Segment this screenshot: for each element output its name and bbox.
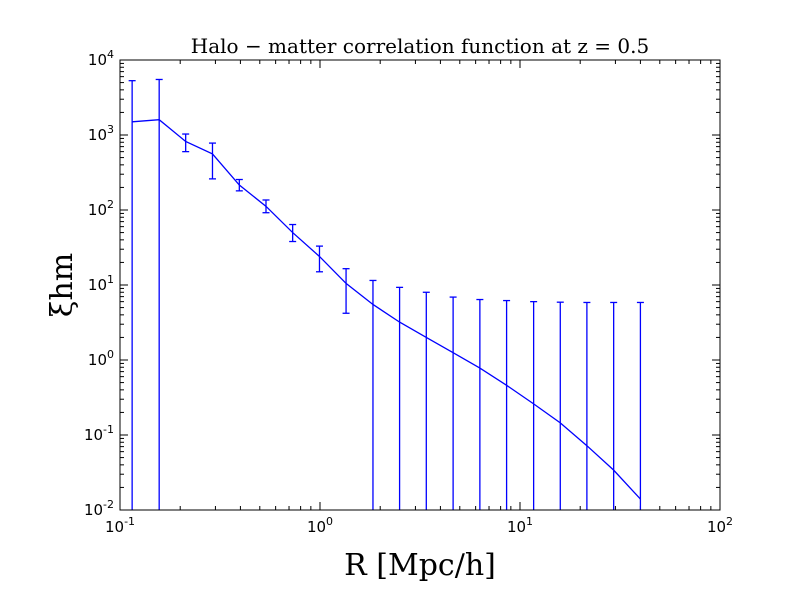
y-tick-label: 101 [88, 273, 114, 294]
x-tick-label: 10-1 [105, 515, 135, 536]
tick-marks [119, 59, 721, 511]
series-line [132, 119, 641, 500]
x-axis-label: R [Mpc/h] [344, 548, 496, 583]
chart-title: Halo − matter correlation function at z … [191, 34, 649, 58]
y-tick-label: 102 [88, 198, 114, 219]
y-tick-label: 10-2 [84, 498, 114, 519]
y-tick-label: 10-1 [84, 423, 114, 444]
plot-frame [119, 59, 721, 511]
x-tick-label: 100 [307, 515, 333, 536]
y-tick-label: 100 [88, 348, 114, 369]
x-tick-label: 101 [507, 515, 533, 536]
x-tick-label: 102 [707, 515, 733, 536]
y-axis-label: ξhm [45, 253, 80, 317]
error-bars [128, 78, 644, 510]
plot-area-background [120, 60, 720, 510]
y-tick-label: 104 [88, 48, 114, 69]
chart-title-text: Halo − matter correlation function at z … [191, 34, 649, 58]
y-tick-label: 103 [88, 123, 114, 144]
